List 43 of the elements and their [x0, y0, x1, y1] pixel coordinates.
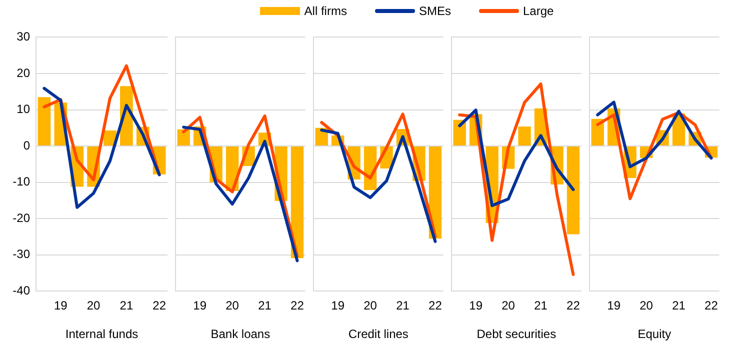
x-tick-label: 20	[86, 298, 101, 313]
x-tick-label: 21	[396, 298, 410, 313]
x-axis-title: Credit lines	[348, 327, 408, 342]
y-tick-label: 30	[16, 30, 30, 44]
bar	[453, 120, 466, 146]
x-tick-label: 21	[534, 298, 548, 313]
bar	[290, 146, 304, 258]
x-tick-label: 22	[566, 298, 580, 313]
x-tick-label: 19	[54, 298, 68, 313]
x-tick-label: 22	[152, 298, 166, 313]
x-tick-label: 19	[193, 298, 207, 313]
x-tick-label: 20	[502, 298, 516, 313]
x-tick-label: 22	[704, 298, 718, 313]
x-tick-label: 20	[226, 298, 240, 313]
x-tick-label: 19	[469, 298, 483, 313]
legend-label: All firms	[304, 4, 347, 18]
y-tick-label: 0	[23, 138, 30, 152]
bar	[177, 129, 190, 146]
bar	[591, 118, 604, 146]
x-axis-title: Internal funds	[65, 327, 138, 342]
bar	[38, 97, 51, 146]
y-tick-label: 20	[16, 66, 30, 80]
legend-label: Large	[522, 4, 554, 18]
x-tick-label: 22	[428, 298, 442, 313]
x-axis-title: Debt securities	[476, 327, 556, 342]
x-tick-label: 21	[258, 298, 272, 313]
x-axis-title: Bank loans	[210, 327, 270, 342]
x-tick-label: 22	[290, 298, 304, 313]
x-tick-label: 19	[331, 298, 345, 313]
x-tick-label: 20	[640, 298, 654, 313]
y-tick-label: -10	[12, 174, 30, 189]
y-tick-label: -40	[12, 284, 30, 298]
y-tick-label: -30	[12, 247, 30, 262]
y-tick-label: 10	[16, 102, 30, 116]
bar	[518, 126, 531, 146]
x-tick-label: 21	[672, 298, 686, 313]
x-tick-label: 21	[120, 298, 134, 313]
x-axis-title: Equity	[638, 327, 672, 342]
x-tick-label: 19	[607, 298, 621, 313]
x-tick-label: 20	[364, 298, 378, 313]
y-tick-label: -20	[12, 210, 30, 225]
bar	[566, 146, 580, 234]
legend-label: SMEs	[418, 4, 451, 18]
